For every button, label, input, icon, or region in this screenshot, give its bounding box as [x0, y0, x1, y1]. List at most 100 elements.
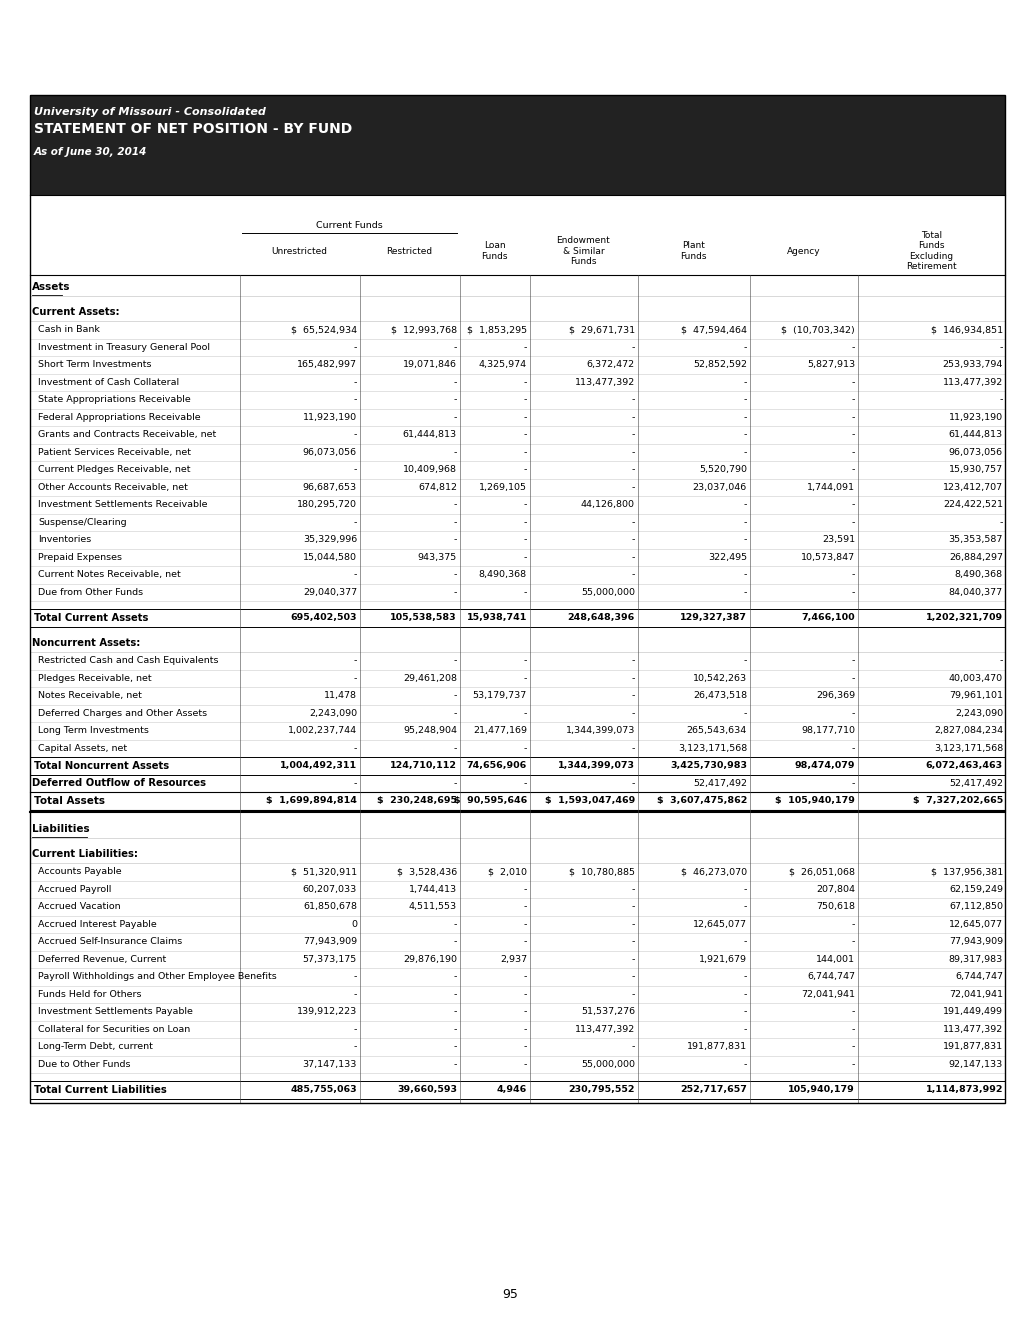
Text: 98,474,079: 98,474,079: [794, 762, 854, 771]
Text: -: -: [851, 709, 854, 718]
Text: 1,002,237,744: 1,002,237,744: [287, 726, 357, 735]
Bar: [30, 95, 1004, 1102]
Text: Liabilities: Liabilities: [32, 824, 90, 834]
Text: -: -: [354, 673, 357, 682]
Text: 2,827,084,234: 2,827,084,234: [933, 726, 1002, 735]
Text: 2,243,090: 2,243,090: [309, 709, 357, 718]
Text: 95: 95: [501, 1288, 518, 1302]
Text: 67,112,850: 67,112,850: [948, 903, 1002, 911]
Text: -: -: [453, 692, 457, 700]
Text: 0: 0: [351, 920, 357, 929]
Text: -: -: [523, 378, 527, 387]
Text: Current Assets:: Current Assets:: [32, 308, 119, 317]
Text: Collateral for Securities on Loan: Collateral for Securities on Loan: [38, 1024, 191, 1034]
Text: $  10,780,885: $ 10,780,885: [569, 867, 635, 876]
Text: 61,444,813: 61,444,813: [403, 430, 457, 440]
Text: -: -: [453, 1043, 457, 1051]
Text: -: -: [453, 378, 457, 387]
Text: 1,744,091: 1,744,091: [806, 483, 854, 492]
Text: 105,940,179: 105,940,179: [788, 1085, 854, 1094]
Text: -: -: [631, 553, 635, 562]
Text: 29,876,190: 29,876,190: [403, 954, 457, 964]
Text: -: -: [851, 1024, 854, 1034]
Text: Patient Services Receivable, net: Patient Services Receivable, net: [38, 447, 191, 457]
Text: -: -: [453, 1024, 457, 1034]
Text: 123,412,707: 123,412,707: [942, 483, 1002, 492]
Text: -: -: [631, 903, 635, 911]
Text: -: -: [354, 343, 357, 351]
Text: -: -: [523, 395, 527, 404]
Text: STATEMENT OF NET POSITION - BY FUND: STATEMENT OF NET POSITION - BY FUND: [34, 121, 352, 136]
Text: -: -: [851, 673, 854, 682]
Text: Payroll Withholdings and Other Employee Benefits: Payroll Withholdings and Other Employee …: [38, 973, 276, 981]
Text: 72,041,941: 72,041,941: [800, 990, 854, 999]
Text: Restricted: Restricted: [386, 247, 432, 256]
Text: -: -: [354, 779, 357, 788]
Text: 95,248,904: 95,248,904: [403, 726, 457, 735]
Text: Federal Appropriations Receivable: Federal Appropriations Receivable: [38, 413, 201, 422]
Text: -: -: [743, 990, 746, 999]
Text: Current Notes Receivable, net: Current Notes Receivable, net: [38, 570, 180, 579]
Text: -: -: [631, 937, 635, 946]
Text: 1,114,873,992: 1,114,873,992: [924, 1085, 1002, 1094]
Text: -: -: [631, 483, 635, 492]
Text: -: -: [523, 990, 527, 999]
Text: 21,477,169: 21,477,169: [473, 726, 527, 735]
Text: $  90,595,646: $ 90,595,646: [453, 796, 527, 805]
Text: -: -: [851, 500, 854, 510]
Text: 37,147,133: 37,147,133: [303, 1060, 357, 1069]
Text: -: -: [631, 709, 635, 718]
Text: -: -: [453, 1007, 457, 1016]
Text: -: -: [354, 990, 357, 999]
Text: -: -: [851, 430, 854, 440]
Text: -: -: [743, 430, 746, 440]
Text: 2,937: 2,937: [499, 954, 527, 964]
Text: State Appropriations Receivable: State Appropriations Receivable: [38, 395, 191, 404]
Text: -: -: [354, 517, 357, 527]
Text: -: -: [453, 973, 457, 981]
Text: -: -: [523, 465, 527, 474]
Text: -: -: [631, 395, 635, 404]
Text: 113,477,392: 113,477,392: [942, 378, 1002, 387]
Text: -: -: [631, 656, 635, 665]
Text: -: -: [453, 656, 457, 665]
Text: Inventories: Inventories: [38, 535, 91, 544]
Text: $  105,940,179: $ 105,940,179: [774, 796, 854, 805]
Text: -: -: [743, 413, 746, 422]
Text: Deferred Charges and Other Assets: Deferred Charges and Other Assets: [38, 709, 207, 718]
Text: -: -: [523, 779, 527, 788]
Text: -: -: [354, 743, 357, 752]
Text: 180,295,720: 180,295,720: [297, 500, 357, 510]
Text: Prepaid Expenses: Prepaid Expenses: [38, 553, 122, 562]
Text: 144,001: 144,001: [815, 954, 854, 964]
Text: -: -: [851, 1007, 854, 1016]
Text: Deferred Revenue, Current: Deferred Revenue, Current: [38, 954, 166, 964]
Text: 1,004,492,311: 1,004,492,311: [279, 762, 357, 771]
Text: -: -: [523, 587, 527, 597]
Text: $  230,248,695: $ 230,248,695: [377, 796, 457, 805]
Text: -: -: [743, 570, 746, 579]
Text: -: -: [523, 1043, 527, 1051]
Text: 15,938,741: 15,938,741: [466, 614, 527, 622]
Text: -: -: [354, 570, 357, 579]
Text: 113,477,392: 113,477,392: [942, 1024, 1002, 1034]
Text: Total Assets: Total Assets: [34, 796, 105, 805]
Text: -: -: [851, 937, 854, 946]
Text: -: -: [523, 413, 527, 422]
Text: $  51,320,911: $ 51,320,911: [290, 867, 357, 876]
Text: Accounts Payable: Accounts Payable: [38, 867, 121, 876]
Text: 2,243,090: 2,243,090: [954, 709, 1002, 718]
Text: Other Accounts Receivable, net: Other Accounts Receivable, net: [38, 483, 187, 492]
Text: 129,327,387: 129,327,387: [680, 614, 746, 622]
Text: 11,923,190: 11,923,190: [303, 413, 357, 422]
Text: -: -: [851, 779, 854, 788]
Text: $  146,934,851: $ 146,934,851: [930, 325, 1002, 334]
Text: -: -: [631, 570, 635, 579]
Text: Accrued Vacation: Accrued Vacation: [38, 903, 120, 911]
Text: -: -: [354, 1043, 357, 1051]
Text: -: -: [631, 447, 635, 457]
Text: -: -: [999, 395, 1002, 404]
Text: 23,591: 23,591: [821, 535, 854, 544]
Text: -: -: [523, 709, 527, 718]
Text: -: -: [743, 973, 746, 981]
